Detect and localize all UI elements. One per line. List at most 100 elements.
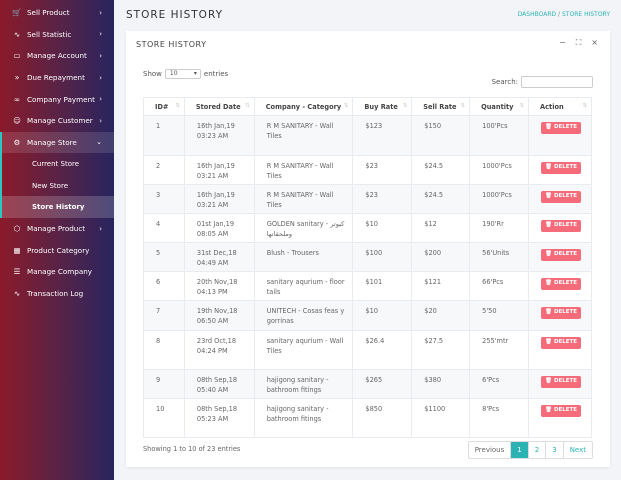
page-next[interactable]: Next — [562, 442, 592, 458]
column-header[interactable]: ID# ⇅ — [143, 97, 185, 116]
delete-button[interactable]: 🗑 DELETE — [541, 307, 582, 319]
column-header[interactable]: Company - Category ⇅ — [253, 97, 354, 116]
cell-id: 5 — [143, 242, 185, 272]
column-label: Buy Rate — [364, 102, 398, 111]
search-input[interactable] — [521, 76, 593, 88]
users-icon: ☺ — [13, 116, 21, 126]
sort-icon[interactable]: ⇅ — [582, 102, 587, 109]
close-icon[interactable]: × — [591, 38, 598, 47]
sidebar-item-manage-store[interactable]: ⚙ Manage Store ⌄ — [0, 131, 114, 154]
show-label: Show — [143, 70, 162, 78]
column-header[interactable]: Sell Rate ⇅ — [411, 97, 471, 116]
delete-button[interactable]: 🗑 DELETE — [541, 162, 582, 174]
table-row: 9 08th Sep,18 05:40 AM hajigong sanitary -… — [143, 369, 592, 399]
page-title: STORE HISTORY — [126, 9, 223, 21]
cell-sell-rate: $1100 — [411, 398, 471, 438]
pagination: Previous 1 2 3 Next — [467, 441, 593, 459]
cell-action: 🗑 DELETE — [528, 213, 592, 243]
cell-company-category: R M SANITARY - Wall Tiles — [253, 115, 354, 156]
cell-quantity: 190'Rr — [469, 213, 530, 243]
sidebar-subitem-current-store[interactable]: Current Store — [0, 153, 114, 175]
sidebar-item-manage-product[interactable]: ⬡ Manage Product › — [0, 218, 114, 240]
sidebar-item-sell-statistic[interactable]: ∿ Sell Statistic › — [0, 24, 114, 46]
column-label: ID# — [155, 102, 169, 111]
sidebar-item-sell-product[interactable]: 🛒 Sell Product › — [0, 2, 114, 24]
store-history-card: STORE HISTORY − ⛶ × Show 10 entries Sear… — [126, 31, 610, 467]
delete-button[interactable]: 🗑 DELETE — [541, 249, 582, 261]
cell-company-category: UNITECH - Cosas feas y gorrinas — [253, 300, 354, 331]
sort-icon[interactable]: ⇅ — [175, 102, 180, 109]
sidebar-item-label: Sell Product — [27, 8, 70, 18]
cell-quantity: 56'Units — [469, 242, 530, 272]
search-label: Search: — [491, 78, 518, 86]
cell-buy-rate: $26.4 — [352, 330, 413, 370]
sidebar-item-manage-account[interactable]: ▭ Manage Account › — [0, 45, 114, 67]
cell-buy-rate: $101 — [352, 271, 413, 301]
sidebar-item-manage-company[interactable]: ☰ Manage Company — [0, 261, 114, 283]
column-header[interactable]: Stored Date ⇅ — [183, 97, 255, 116]
cell-action: 🗑 DELETE — [528, 398, 592, 438]
entries-select[interactable]: 10 — [164, 69, 201, 79]
cell-quantity: 6'Pcs — [469, 369, 530, 399]
sidebar-item-due-repayment[interactable]: » Due Repayment › — [0, 67, 114, 89]
cell-stored-date: 16th Jan,19 03:21 AM — [183, 184, 255, 214]
breadcrumb-store-history[interactable]: STORE HISTORY — [562, 11, 610, 18]
delete-button[interactable]: 🗑 DELETE — [541, 278, 582, 290]
table-row: 7 19th Nov,18 06:50 AM UNITECH - Cosas fea… — [143, 300, 592, 331]
cell-sell-rate: $24.5 — [411, 184, 471, 214]
delete-button[interactable]: 🗑 DELETE — [541, 405, 582, 417]
table-row: 4 01st Jan,19 08:05 AM GOLDEN sanitary - ك… — [143, 213, 592, 243]
delete-button[interactable]: 🗑 DELETE — [541, 122, 582, 134]
page-previous[interactable]: Previous — [474, 446, 505, 454]
cell-quantity: 100'Pcs — [469, 115, 530, 156]
sidebar-item-transaction-log[interactable]: ∿ Transaction Log — [0, 283, 114, 305]
column-label: Quantity — [481, 102, 514, 111]
cell-buy-rate: $123 — [352, 115, 413, 156]
delete-button[interactable]: 🗑 DELETE — [541, 220, 582, 232]
sidebar-item-company-payment[interactable]: ∞ Company Payment › — [0, 88, 114, 110]
sort-icon[interactable]: ⇅ — [519, 102, 525, 109]
breadcrumb-separator: / — [558, 11, 561, 18]
sidebar-item-label: Manage Company — [27, 267, 93, 277]
entries-length: Show 10 entries — [143, 69, 228, 79]
cell-sell-rate: $27.5 — [411, 330, 471, 370]
cell-buy-rate: $850 — [352, 398, 413, 438]
sidebar-item-manage-customer[interactable]: ☺ Manage Customer › — [0, 110, 114, 132]
delete-button[interactable]: 🗑 DELETE — [541, 337, 582, 349]
sidebar-subitem-store-history[interactable]: Store History — [0, 196, 114, 218]
sidebar-item-label: Product Category — [27, 245, 90, 255]
pulse-icon: ∿ — [13, 29, 21, 39]
sidebar-item-product-category[interactable]: ▦ Product Category — [0, 240, 114, 262]
column-header[interactable]: Buy Rate ⇅ — [352, 97, 413, 116]
sort-icon[interactable]: ⇅ — [460, 102, 466, 109]
sidebar-subitem-new-store[interactable]: New Store — [0, 174, 114, 197]
sort-icon[interactable]: ⇅ — [402, 102, 408, 109]
table-row: 3 16th Jan,19 03:21 AM R M SANITARY - Wall… — [143, 184, 592, 214]
cell-buy-rate: $265 — [352, 369, 413, 399]
cell-id: 7 — [143, 300, 185, 331]
delete-button[interactable]: 🗑 DELETE — [541, 191, 582, 203]
breadcrumb-dashboard[interactable]: DASHBOARD — [517, 11, 557, 18]
page-2[interactable]: 2 — [527, 442, 545, 458]
cell-id: 6 — [143, 271, 185, 301]
fullscreen-icon[interactable]: ⛶ — [575, 38, 582, 47]
column-header[interactable]: Quantity ⇅ — [469, 97, 530, 116]
page-1[interactable]: 1 — [510, 442, 528, 458]
sort-icon[interactable]: ⇅ — [343, 102, 349, 109]
cell-stored-date: 16th Jan,19 03:23 AM — [183, 115, 255, 156]
store-icon: ⚙ — [13, 137, 21, 147]
minimize-icon[interactable]: − — [558, 38, 566, 47]
link-icon: ∞ — [13, 94, 21, 104]
cell-buy-rate: $100 — [352, 242, 413, 272]
sort-icon[interactable]: ⇅ — [245, 102, 250, 109]
cell-sell-rate: $24.5 — [411, 155, 471, 185]
sidebar-item-label: Sell Statistic — [27, 29, 72, 39]
delete-button[interactable]: 🗑 DELETE — [541, 376, 582, 388]
page-3[interactable]: 3 — [545, 442, 562, 458]
cell-id: 9 — [143, 369, 185, 399]
chevron-icon: › — [99, 51, 102, 60]
cell-sell-rate: $20 — [411, 300, 471, 331]
cell-quantity: 8'Pcs — [469, 398, 530, 438]
cell-company-category: sanitary aqurium - floor tails — [253, 271, 354, 301]
column-header[interactable]: Action ⇅ — [528, 97, 592, 116]
